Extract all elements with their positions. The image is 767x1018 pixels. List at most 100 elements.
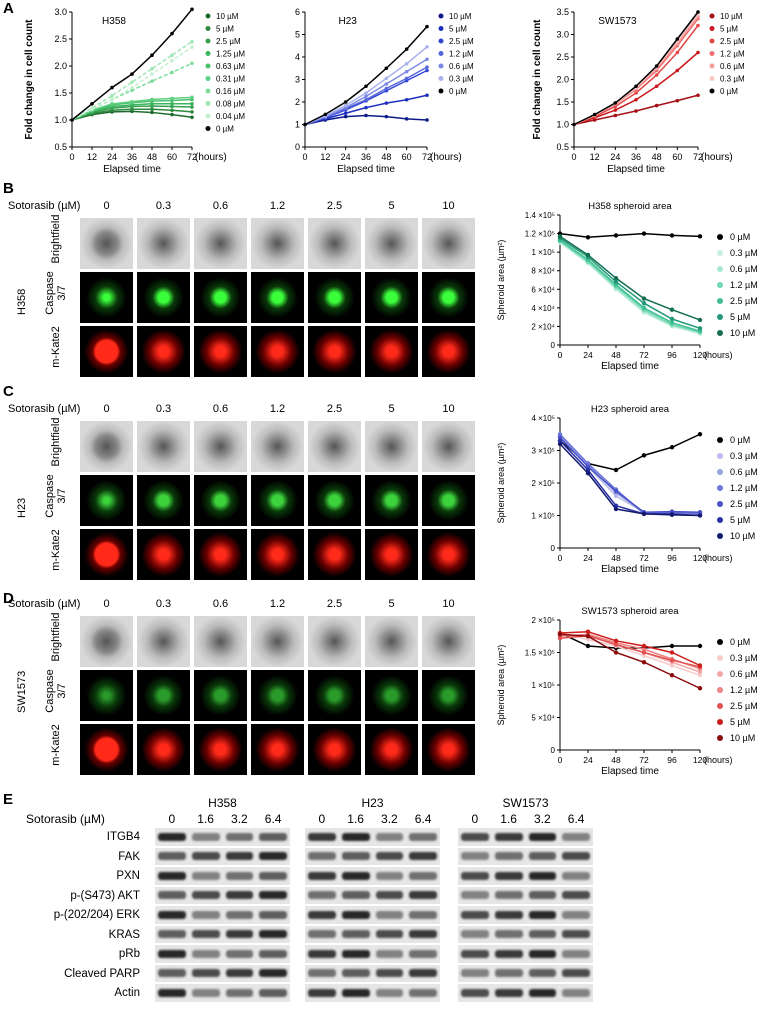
y-tick-label: 3 ×10⁵ — [531, 447, 555, 456]
blot-band — [308, 930, 336, 939]
panel-letter-c: C — [3, 383, 14, 400]
microscopy-image — [422, 218, 475, 269]
blot-band — [225, 891, 254, 900]
x-tick-label: 48 — [611, 553, 621, 563]
y-tick-label: 4 — [295, 52, 300, 62]
data-point — [557, 438, 563, 443]
chart-title: H358 — [102, 16, 126, 27]
blot-band — [375, 969, 404, 978]
series-line — [304, 26, 428, 126]
data-point — [190, 39, 194, 44]
legend-marker — [717, 735, 723, 741]
y-tick-label: 0.5 — [54, 142, 67, 152]
series-line — [559, 240, 701, 333]
data-point — [130, 85, 134, 90]
legend-marker — [205, 63, 211, 69]
sotorasib-label: Sotorasib (µM) — [8, 403, 81, 415]
blot-band — [191, 969, 220, 978]
protein-label: p-(S473) AKT — [70, 889, 140, 902]
blot-band — [341, 910, 370, 919]
data-point — [150, 66, 154, 71]
data-point — [557, 636, 563, 641]
data-point — [364, 84, 368, 89]
concentration-label: 10 — [442, 598, 455, 610]
data-point — [130, 80, 134, 84]
y-axis-label: Fold change in cell count — [24, 19, 35, 140]
legend-marker — [717, 314, 723, 320]
blot-band — [562, 930, 590, 939]
data-point — [641, 643, 647, 649]
data-point — [150, 53, 154, 57]
chart-title: H358 spheroid area — [588, 201, 672, 212]
y-tick-label: 1.0 — [556, 120, 569, 130]
microscopy-image — [137, 529, 190, 580]
legend-label: 1.2 µM — [730, 483, 758, 493]
legend-marker — [717, 655, 723, 661]
microscopy-image — [251, 421, 304, 472]
data-point — [170, 112, 174, 117]
blot-band — [562, 910, 590, 919]
protein-label: KRAS — [108, 928, 140, 941]
microscopy-image — [194, 724, 247, 775]
series-line — [559, 436, 701, 514]
data-point — [425, 65, 429, 69]
microscopy-image — [194, 529, 247, 580]
row-label: Caspase 3/7 — [44, 669, 68, 713]
series-line — [559, 633, 701, 673]
microscopy-image — [365, 670, 418, 721]
lane-label: 1.6 — [347, 812, 364, 826]
blot-band — [562, 852, 590, 861]
row-label: Brightfield — [50, 417, 62, 467]
data-point — [557, 441, 563, 447]
blot-strip — [458, 945, 593, 963]
y-tick-label: 2 ×10⁴ — [531, 322, 555, 331]
blot-band — [259, 910, 287, 919]
legend-label: 2.5 µM — [720, 37, 745, 46]
data-point — [585, 634, 591, 639]
data-point — [585, 471, 591, 476]
series-line — [559, 433, 701, 471]
blot-band — [409, 852, 437, 861]
concentration-label: 5 — [388, 403, 395, 415]
blot-band — [191, 949, 220, 958]
data-point — [364, 94, 368, 99]
data-point — [343, 100, 348, 104]
blot-band — [494, 930, 523, 939]
concentration-label: 1.2 — [269, 200, 286, 212]
blot-band — [158, 949, 186, 958]
blot-band — [461, 832, 489, 841]
blot-strip — [458, 828, 593, 846]
protein-label: FAK — [118, 850, 140, 863]
microscopy-image — [365, 272, 418, 323]
data-point — [150, 97, 154, 102]
blot-band — [341, 988, 370, 997]
blot-band — [528, 910, 557, 919]
microscopy-image — [80, 529, 133, 580]
y-tick-label: 0 — [551, 544, 556, 553]
data-point — [585, 643, 591, 649]
y-tick-label: 5 ×10⁴ — [531, 714, 555, 723]
protein-label: p-(202/204) ERK — [53, 909, 140, 921]
microscopy-image — [194, 272, 247, 323]
data-point — [170, 104, 174, 109]
legend-label: 0 µM — [216, 125, 234, 134]
x-tick-label: 96 — [667, 350, 677, 360]
data-point — [384, 76, 389, 81]
legend-marker — [205, 113, 211, 119]
blot-band — [158, 871, 186, 880]
series-line — [559, 632, 701, 676]
legend-marker — [717, 719, 723, 725]
legend-marker — [205, 13, 211, 19]
concentration-label: 1.2 — [269, 403, 286, 415]
blot-band — [409, 891, 437, 900]
row-label: m-Kate2 — [50, 529, 62, 571]
x-tick-label: 12 — [320, 152, 330, 162]
blot-strip — [305, 945, 440, 963]
microscopy-image — [422, 475, 475, 526]
data-point — [384, 86, 389, 91]
y-tick-label: 2.0 — [556, 75, 569, 85]
data-point — [634, 97, 638, 102]
data-point — [572, 122, 576, 127]
blot-strip — [155, 945, 290, 963]
data-point — [343, 103, 348, 108]
